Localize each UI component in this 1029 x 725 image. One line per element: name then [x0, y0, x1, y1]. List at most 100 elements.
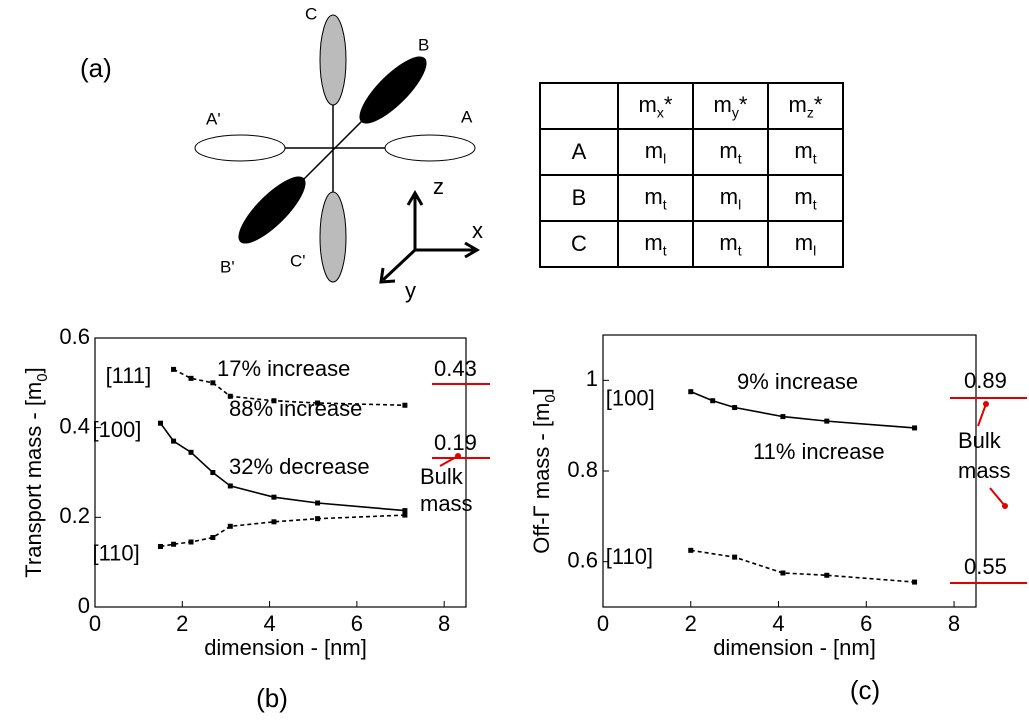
- data-point: [780, 414, 786, 420]
- data-point: [227, 483, 233, 489]
- mass-symbol: m: [644, 137, 664, 163]
- data-point: [271, 494, 277, 500]
- valley-label: C: [305, 4, 317, 23]
- panel-caption: (c): [850, 675, 880, 705]
- data-point: [402, 512, 408, 518]
- data-point: [402, 508, 408, 514]
- data-point: [188, 539, 194, 545]
- mass-subscript: t: [737, 242, 742, 259]
- annotation: 88% increase: [229, 396, 362, 421]
- series-label: [100]: [606, 385, 655, 410]
- data-point: [188, 449, 194, 455]
- series-label: [111]: [106, 363, 152, 388]
- mass-star: *: [738, 91, 748, 117]
- axis-name: y: [405, 278, 416, 303]
- axis-name: z: [433, 174, 444, 199]
- table-cell: my*: [692, 82, 769, 130]
- mass-subscript: z: [806, 104, 814, 121]
- row-name: B: [539, 174, 619, 222]
- series-line: [159, 422, 405, 512]
- y-axis-label: Transport mass - [m0]: [21, 367, 52, 577]
- table-cell: mz*: [767, 82, 844, 130]
- data-point: [315, 516, 321, 522]
- series-line: [690, 390, 915, 429]
- data-point: [171, 541, 177, 547]
- annotation: mass: [420, 491, 473, 516]
- mass-subscript: y: [731, 104, 739, 121]
- y-tick-label: 1: [586, 366, 598, 391]
- row-name: A: [539, 128, 619, 176]
- axis-arrows: [379, 190, 480, 284]
- data-point: [227, 523, 233, 529]
- mass-symbol: m: [638, 91, 657, 117]
- x-tick-label: 4: [263, 611, 275, 636]
- arrow: [989, 487, 1006, 507]
- data-point: [271, 398, 277, 404]
- data-point: [688, 547, 694, 553]
- mass-subscript: x: [656, 104, 664, 121]
- data-point: [912, 579, 918, 585]
- data-point: [171, 438, 177, 444]
- table-cell: ml: [692, 174, 769, 222]
- panel-label: (a): [80, 53, 112, 83]
- annotation: 0.89: [964, 368, 1007, 393]
- valley-ellipse: [384, 134, 476, 162]
- mass-symbol: m: [644, 183, 663, 209]
- table-cell: mt: [767, 174, 844, 222]
- data-point: [402, 402, 408, 408]
- row-name: C: [539, 220, 619, 268]
- valley-label: A': [206, 109, 221, 128]
- table-cell: ml: [617, 128, 694, 176]
- panel-caption: (b): [256, 683, 288, 713]
- table-cell: mt: [692, 220, 769, 268]
- x-tick-label: 0: [597, 611, 609, 636]
- table-cell: mt: [767, 128, 844, 176]
- mass-symbol: m: [794, 229, 814, 255]
- x-tick-label: 6: [860, 611, 872, 636]
- data-point: [732, 405, 738, 411]
- data-point: [188, 375, 194, 381]
- x-tick-label: 0: [89, 611, 101, 636]
- arrow: [439, 455, 459, 467]
- x-axis-label: dimension - [nm]: [204, 635, 367, 660]
- table-corner: [539, 82, 619, 130]
- y-label-text: Transport mass - [m: [21, 382, 46, 578]
- valley-label: B': [220, 257, 235, 276]
- arrow-head: [983, 401, 989, 407]
- annotation: 17% increase: [217, 356, 350, 381]
- mass-subscript: t: [737, 150, 742, 167]
- annotation: 9% increase: [737, 369, 858, 394]
- series-line: [690, 549, 915, 583]
- annotation: 0.19: [434, 430, 477, 455]
- table-header-row: mx* my* mz*: [539, 82, 844, 130]
- data-point: [271, 519, 277, 525]
- chart: 0 2 4 6 8 0 0.2 0.4 0.6 dimension - [nm] Transport…: [21, 324, 490, 713]
- x-tick-label: 2: [176, 611, 188, 636]
- annotation: 0.55: [964, 554, 1007, 579]
- y-label-sub: 0: [34, 373, 51, 381]
- valley-ellipse: [238, 176, 306, 244]
- valley-label: A: [461, 107, 473, 126]
- mass-symbol: m: [713, 91, 732, 117]
- chart: 0 2 4 6 8 0.6 0.8 1 dimension - [nm] Off-Γ mass -…: [529, 334, 1027, 705]
- y-label-sub: 0: [542, 394, 559, 402]
- series-label: [100]: [92, 417, 141, 442]
- arrow-head: [1002, 503, 1008, 509]
- series-line: [160, 514, 405, 548]
- y-tick-label: 0: [78, 593, 90, 618]
- mass-subscript: l: [813, 242, 817, 259]
- table-cell: ml: [767, 220, 844, 268]
- mass-symbol: m: [788, 91, 807, 117]
- data-point: [824, 572, 830, 578]
- valley-diagram: (a) A A' B B' C C' z x y: [80, 4, 483, 302]
- data-point: [157, 420, 163, 426]
- x-tick-label: 4: [772, 611, 784, 636]
- data-point: [315, 400, 321, 406]
- data-point: [688, 389, 694, 395]
- mass-symbol: m: [794, 183, 813, 209]
- mass-subscript: l: [663, 150, 667, 167]
